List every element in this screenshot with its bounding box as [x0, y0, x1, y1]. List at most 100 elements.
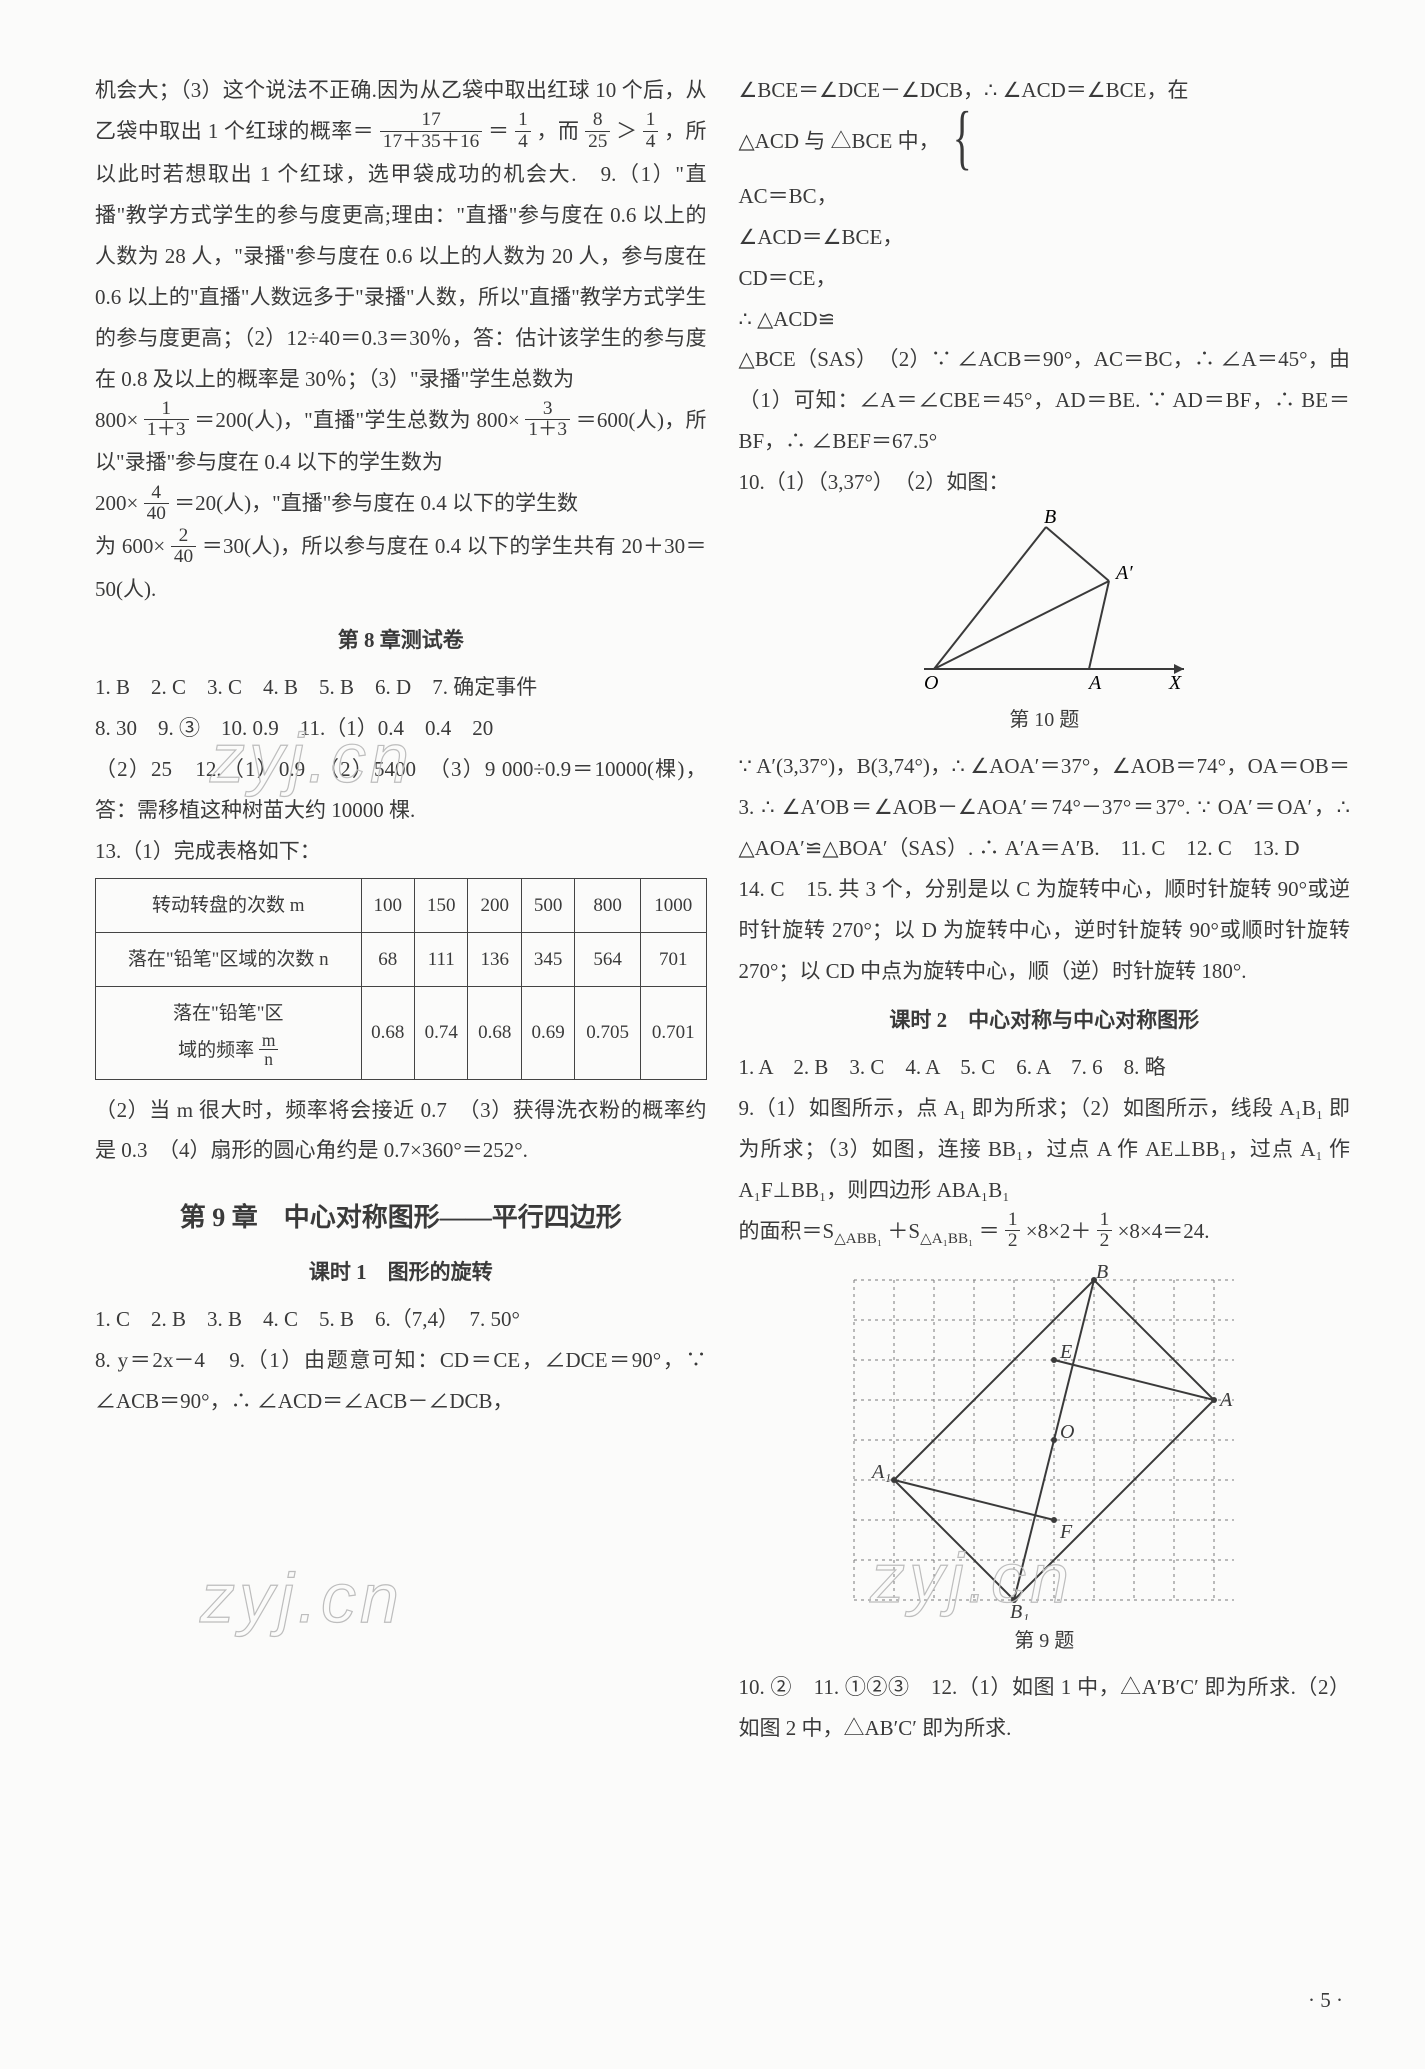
- table-cell: 0.69: [521, 986, 574, 1079]
- label-O: O: [924, 672, 938, 694]
- table-row: 落在"铅笔"区 域的频率 mn 0.68 0.74 0.68 0.69 0.70…: [96, 986, 707, 1079]
- fraction: 440: [144, 483, 169, 525]
- label-B: B: [1044, 509, 1056, 528]
- left-column: 机会大；（3）这个说法不正确.因为从乙袋中取出红球 10 个后，从乙袋中取出 1…: [95, 70, 707, 1749]
- right-p3: △BCE（SAS） （2）∵ ∠ACB＝90°，AC＝BC，∴ ∠A＝45°，由…: [739, 339, 1351, 462]
- text: ＝: [488, 119, 509, 143]
- table-row: 转动转盘的次数 m 100 150 200 500 800 1000: [96, 878, 707, 932]
- right-p4: 10.（1）（3,37°） （2）如图：: [739, 462, 1351, 503]
- right-p6: 14. C 15. 共 3 个，分别是以 C 为旋转中心，顺时针旋转 90°或逆…: [739, 869, 1351, 992]
- text: ∴ △ACD≌: [739, 307, 836, 331]
- text: ＋S: [887, 1219, 920, 1243]
- label-F: F: [1059, 1521, 1073, 1543]
- text: ＝200(人)，"直播"学生总数为 800×: [194, 408, 520, 432]
- sub-text: △ABB₁: [834, 1231, 882, 1247]
- table-header: 1000: [640, 878, 706, 932]
- table-cell: 564: [575, 932, 641, 986]
- table-cell: 0.705: [575, 986, 641, 1079]
- text: 的面积＝S: [739, 1219, 835, 1243]
- table-cell: 0.701: [640, 986, 706, 1079]
- text: ＞: [616, 119, 637, 143]
- fraction: 14: [643, 110, 659, 152]
- lesson1-answers-1: 1. C 2. B 3. B 4. C 5. B 6.（7,4） 7. 50°: [95, 1299, 707, 1340]
- text: 域的频率: [178, 1040, 254, 1061]
- text: ∠ACD＝∠BCE，: [739, 217, 1351, 258]
- text: ＝: [979, 1219, 1000, 1243]
- ch8-answers-4: 13.（1）完成表格如下：: [95, 831, 707, 872]
- left-p3: 200× 440 ＝20(人)，"直播"参与度在 0.4 以下的学生数: [95, 483, 707, 526]
- label-A1: A₁: [870, 1461, 891, 1483]
- lesson2-answers-1: 1. A 2. B 3. C 4. A 5. C 6. A 7. 6 8. 略: [739, 1047, 1351, 1088]
- table-cell: 0.68: [468, 986, 521, 1079]
- ch8-answers-2: 8. 30 9. ③ 10. 0.9 11.（1）0.4 0.4 20: [95, 708, 707, 749]
- figure-9: B A A₁ B₁ E F O: [834, 1260, 1254, 1620]
- right-p2: △ACD 与 △BCE 中， {: [739, 111, 1351, 176]
- page-number: · 5 ·: [1308, 1980, 1343, 2021]
- fraction: 12: [1005, 1210, 1021, 1252]
- page-content: 机会大；（3）这个说法不正确.因为从乙袋中取出红球 10 个后，从乙袋中取出 1…: [0, 0, 1425, 1809]
- fraction: 240: [171, 526, 196, 568]
- lesson1-heading: 课时 1 图形的旋转: [95, 1252, 707, 1293]
- lesson2-area: 的面积＝S△ABB₁ ＋S△A₁BB₁ ＝ 12 ×8×2＋ 12 ×8×4＝2…: [739, 1211, 1351, 1255]
- figure-10: B A′ A O X: [894, 509, 1194, 699]
- label-A: A: [1087, 672, 1102, 694]
- label-E: E: [1059, 1341, 1072, 1363]
- table-cell: 136: [468, 932, 521, 986]
- figure-10-caption: 第 10 题: [739, 701, 1351, 740]
- text: CD＝CE，: [739, 258, 1351, 299]
- table-cell: 345: [521, 932, 574, 986]
- label-B: B: [1096, 1261, 1108, 1283]
- text: ，所以此时若想取出 1 个红球，选甲袋成功的机会大. 9.（1）"直播"教学方式…: [95, 119, 707, 391]
- right-p5: ∵ A′(3,37°)，B(3,74°)，∴ ∠AOA′＝37°，∠AOB＝74…: [739, 746, 1351, 869]
- label-O: O: [1060, 1421, 1074, 1443]
- text: ＝20(人)，"直播"参与度在 0.4 以下的学生数: [174, 491, 578, 515]
- text: 800×: [95, 408, 138, 432]
- text: 落在"铅笔"区: [173, 1003, 284, 1024]
- after-table-text: （2）当 m 很大时，频率将会接近 0.7 （3）获得洗衣粉的概率约是 0.3 …: [95, 1090, 707, 1172]
- fraction: mn: [259, 1031, 279, 1069]
- fraction: 11＋3: [144, 399, 189, 441]
- text: ，而: [537, 119, 580, 143]
- fraction: 1717＋35＋16: [380, 110, 483, 152]
- label-A: A: [1218, 1389, 1233, 1411]
- chapter8-heading: 第 8 章测试卷: [95, 620, 707, 661]
- text: 200×: [95, 491, 138, 515]
- sub-text: △A₁BB₁: [920, 1231, 973, 1247]
- label-X: X: [1168, 672, 1182, 694]
- ch8-answers-1: 1. B 2. C 3. C 4. B 5. B 6. D 7. 确定事件: [95, 667, 707, 708]
- table-header: 100: [361, 878, 414, 932]
- fraction: 31＋3: [525, 399, 570, 441]
- chapter9-heading: 第 9 章 中心对称图形——平行四边形: [95, 1193, 707, 1244]
- left-p4: 为 600× 240 ＝30(人)，所以参与度在 0.4 以下的学生共有 20＋…: [95, 526, 707, 610]
- right-column: ∠BCE＝∠DCE－∠DCB，∴ ∠ACD＝∠BCE，在 △ACD 与 △BCE…: [739, 70, 1351, 1749]
- table-header: 落在"铅笔"区域的次数 n: [96, 932, 362, 986]
- lesson2-answers-3: 10. ② 11. ①②③ 12.（1）如图 1 中，△A′B′C′ 即为所求.…: [739, 1667, 1351, 1749]
- table-header: 落在"铅笔"区 域的频率 mn: [96, 986, 362, 1079]
- text: ×8×2＋: [1026, 1219, 1092, 1243]
- lesson1-answers-2: 8. y＝2x－4 9.（1）由题意可知：CD＝CE，∠DCE＝90°，∵ ∠A…: [95, 1340, 707, 1422]
- fraction: 14: [515, 110, 531, 152]
- table-cell: 701: [640, 932, 706, 986]
- lesson2-heading: 课时 2 中心对称与中心对称图形: [739, 1000, 1351, 1041]
- table-cell: 0.74: [415, 986, 468, 1079]
- table-header: 200: [468, 878, 521, 932]
- label-Aprime: A′: [1114, 562, 1133, 584]
- ch8-answers-3: （2）25 12.（1）0.9 （2）5400 （3）9 000÷0.9＝100…: [95, 749, 707, 831]
- fraction: 825: [585, 110, 610, 152]
- table-header: 150: [415, 878, 468, 932]
- frequency-table: 转动转盘的次数 m 100 150 200 500 800 1000 落在"铅笔…: [95, 878, 707, 1080]
- left-p2: 800× 11＋3 ＝200(人)，"直播"学生总数为 800× 31＋3 ＝6…: [95, 400, 707, 484]
- text: ×8×4＝24.: [1118, 1219, 1210, 1243]
- table-header: 转动转盘的次数 m: [96, 878, 362, 932]
- label-B1: B₁: [1010, 1601, 1029, 1620]
- lesson2-answers-2: 9.（1）如图所示，点 A₁ 即为所求；（2）如图所示，线段 A₁B₁ 即为所求…: [739, 1088, 1351, 1211]
- right-p1: ∠BCE＝∠DCE－∠DCB，∴ ∠ACD＝∠BCE，在: [739, 70, 1351, 111]
- text: AC＝BC，: [739, 176, 1351, 217]
- left-p1: 机会大；（3）这个说法不正确.因为从乙袋中取出红球 10 个后，从乙袋中取出 1…: [95, 70, 707, 400]
- table-cell: 0.68: [361, 986, 414, 1079]
- table-header: 500: [521, 878, 574, 932]
- fraction: 12: [1097, 1210, 1113, 1252]
- brace-icon: {: [953, 105, 972, 170]
- table-row: 落在"铅笔"区域的次数 n 68 111 136 345 564 701: [96, 932, 707, 986]
- table-cell: 68: [361, 932, 414, 986]
